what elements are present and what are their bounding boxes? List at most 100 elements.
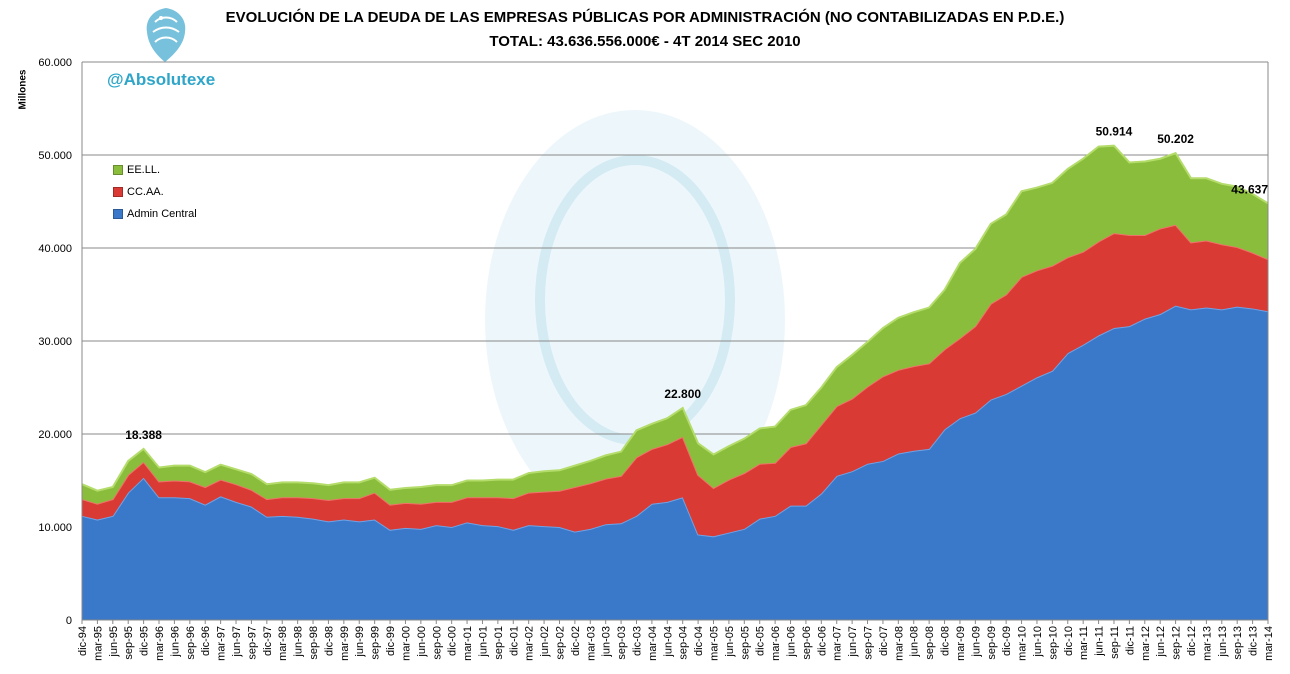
y-tick-label: 10.000 — [38, 522, 72, 534]
axes: 0 10.000 20.000 30.000 40.000 50.000 60.000 dic… — [38, 57, 1275, 661]
x-tick-label: dic-04 — [693, 626, 705, 656]
x-tick-label: jun-00 — [416, 626, 428, 658]
x-tick-label: mar-07 — [832, 626, 844, 661]
x-tick-label: mar-96 — [154, 626, 166, 661]
x-tick-label: jun-03 — [601, 626, 613, 658]
x-tick-label: mar-97 — [216, 626, 228, 661]
x-tick-label: sep-02 — [554, 626, 566, 660]
x-tick-label: mar-09 — [955, 626, 967, 661]
legend-item-ccaa: CC.AA. — [113, 181, 197, 203]
x-tick-label: mar-02 — [524, 626, 536, 661]
x-tick-label: mar-98 — [277, 626, 289, 661]
y-tick-label: 0 — [66, 615, 72, 627]
x-tick-label: jun-06 — [786, 626, 798, 658]
data-label: 50.914 — [1096, 125, 1133, 139]
x-tick-label: mar-03 — [585, 626, 597, 661]
x-tick-label: sep-97 — [246, 626, 258, 660]
x-tick-label: mar-99 — [339, 626, 351, 661]
x-tick-label: dic-13 — [1248, 626, 1260, 656]
y-tick-label: 60.000 — [38, 57, 72, 69]
x-tick-label: jun-13 — [1217, 626, 1229, 658]
legend-label-ccaa: CC.AA. — [127, 186, 164, 198]
x-tick-label: jun-02 — [539, 626, 551, 658]
x-tick-label: dic-03 — [631, 626, 643, 656]
x-tick-label: sep-08 — [924, 626, 936, 660]
x-tick-label: dic-05 — [755, 626, 767, 656]
x-tick-label: dic-99 — [385, 626, 397, 656]
x-tick-label: jun-99 — [354, 626, 366, 658]
x-tick-label: jun-11 — [1094, 626, 1106, 657]
data-label: 43.637 — [1231, 182, 1268, 196]
data-label: 22.800 — [664, 387, 701, 401]
x-tick-label: sep-11 — [1109, 626, 1121, 659]
x-tick-label: sep-96 — [185, 626, 197, 660]
x-tick-label: sep-05 — [739, 626, 751, 660]
area-edge-ee-ll- — [81, 144, 1269, 492]
x-tick-label: jun-10 — [1032, 626, 1044, 658]
x-tick-label: mar-13 — [1201, 626, 1213, 661]
area-ee-ll- — [82, 145, 1268, 505]
legend: EE.LL. CC.AA. Admin Central — [113, 159, 197, 225]
x-tick-label: jun-01 — [477, 626, 489, 658]
x-tick-label: dic-96 — [200, 626, 212, 656]
x-tick-label: jun-12 — [1155, 626, 1167, 658]
legend-swatch-admin-central — [113, 209, 123, 219]
area-cc-aa- — [82, 224, 1268, 537]
legend-label-admin-central: Admin Central — [127, 208, 197, 220]
x-tick-label: mar-01 — [462, 626, 474, 661]
x-tick-label: mar-95 — [92, 626, 104, 661]
x-tick-label: dic-01 — [508, 626, 520, 656]
x-tick-label: sep-09 — [986, 626, 998, 660]
x-tick-label: mar-00 — [400, 626, 412, 661]
x-tick-label: jun-08 — [909, 626, 921, 658]
data-label: 18.388 — [125, 428, 162, 442]
x-tick-label: sep-99 — [370, 626, 382, 660]
x-tick-label: mar-10 — [1017, 626, 1029, 661]
x-tick-label: sep-12 — [1171, 626, 1183, 660]
legend-swatch-eell — [113, 165, 123, 175]
x-tick-label: jun-97 — [231, 626, 243, 658]
data-label: 50.202 — [1157, 132, 1194, 146]
chart-title: EVOLUCIÓN DE LA DEUDA DE LAS EMPRESAS PÚ… — [225, 9, 1065, 26]
chart-subtitle: TOTAL: 43.636.556.000€ - 4T 2014 SEC 201… — [489, 33, 801, 50]
x-tick-label: dic-95 — [139, 626, 151, 656]
y-tick-label: 20.000 — [38, 429, 72, 441]
x-tick-label: jun-07 — [847, 626, 859, 658]
x-tick-label: jun-05 — [724, 626, 736, 658]
x-tick-label: sep-10 — [1047, 626, 1059, 660]
x-tick-label: mar-14 — [1263, 626, 1275, 661]
x-tick-label: jun-95 — [108, 626, 120, 658]
griffin-logo-icon — [146, 8, 186, 62]
x-tick-label: dic-09 — [1001, 626, 1013, 656]
x-tick-label: mar-11 — [1078, 626, 1090, 660]
x-tick-label: dic-98 — [323, 626, 335, 656]
area-admin-central — [82, 305, 1268, 620]
x-tick-label: sep-06 — [801, 626, 813, 660]
x-tick-label: mar-06 — [770, 626, 782, 661]
x-tick-label: mar-08 — [893, 626, 905, 661]
x-tick-label: jun-09 — [970, 626, 982, 658]
legend-label-eell: EE.LL. — [127, 164, 161, 176]
y-tick-label: 30.000 — [38, 336, 72, 348]
data-annotations: 18.388 22.800 50.914 50.202 43.637 — [125, 125, 1268, 442]
y-axis-label: Millones — [17, 69, 29, 110]
x-tick-label: dic-97 — [262, 626, 274, 656]
x-tick-label: dic-08 — [940, 626, 952, 656]
x-tick-label: sep-01 — [493, 626, 505, 660]
x-tick-label: sep-04 — [678, 626, 690, 660]
x-tick-label: sep-98 — [308, 626, 320, 660]
x-tick-label: mar-05 — [709, 626, 721, 661]
y-tick-label: 40.000 — [38, 243, 72, 255]
x-tick-label: mar-04 — [647, 626, 659, 661]
legend-item-eell: EE.LL. — [113, 159, 197, 181]
legend-swatch-ccaa — [113, 187, 123, 197]
x-tick-label: dic-02 — [570, 626, 582, 656]
legend-item-admin-central: Admin Central — [113, 203, 197, 225]
x-tick-label: dic-11 — [1124, 626, 1136, 655]
x-tick-label: dic-10 — [1063, 626, 1075, 656]
x-tick-label: sep-13 — [1232, 626, 1244, 660]
x-tick-label: sep-03 — [616, 626, 628, 660]
y-tick-label: 50.000 — [38, 150, 72, 162]
x-tick-label: sep-95 — [123, 626, 135, 660]
